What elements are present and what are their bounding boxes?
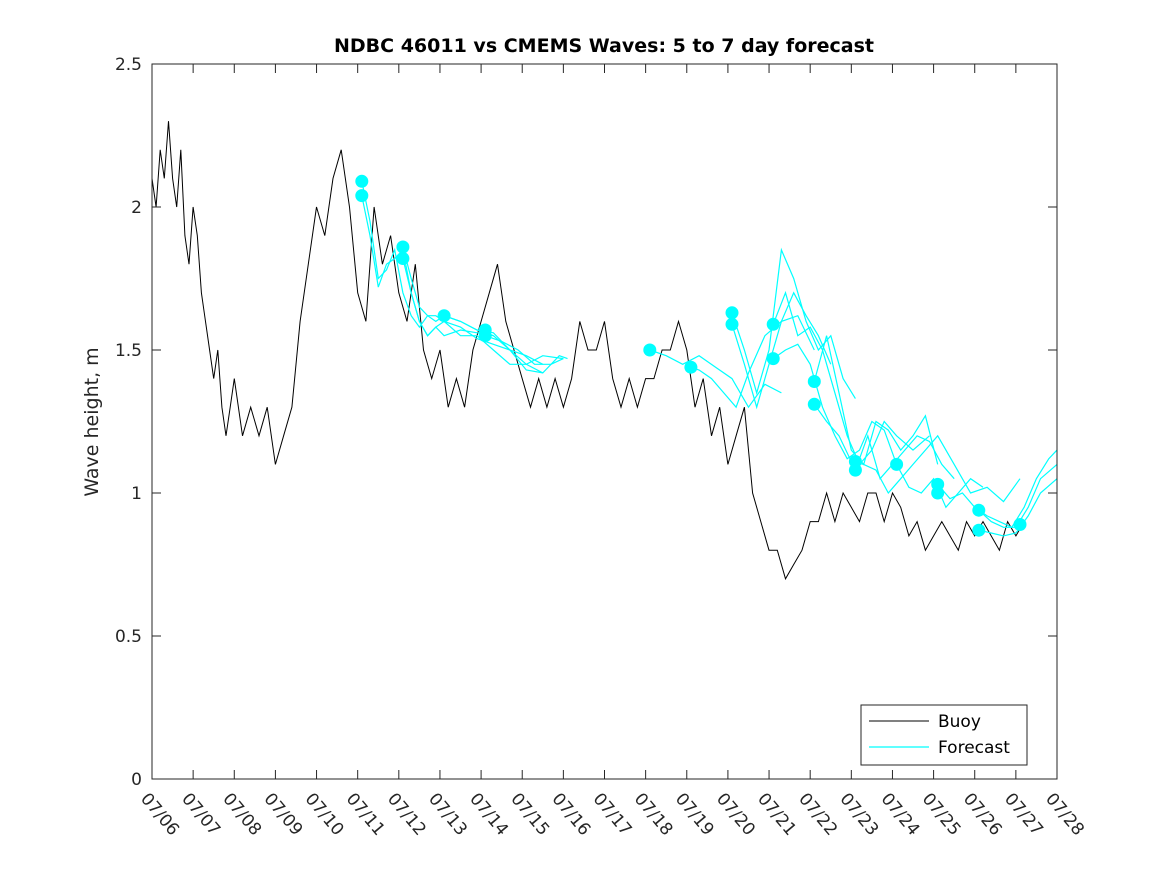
forecast-point-12 <box>766 317 780 331</box>
forecast-run-line-13 <box>813 335 939 466</box>
y-tick-label: 0.5 <box>115 627 142 647</box>
forecast-run-line-8 <box>690 314 815 409</box>
forecast-point-5 <box>437 309 451 323</box>
forecast-point-18 <box>890 457 904 471</box>
y-tick-label: 0 <box>131 770 142 790</box>
forecast-run-line-14 <box>813 403 1021 503</box>
forecast-point-17 <box>848 463 862 477</box>
plot-area <box>151 121 1058 581</box>
forecast-point-4 <box>396 252 410 265</box>
forecast-point-22 <box>972 523 986 537</box>
y-tick-label: 2 <box>131 198 142 218</box>
legend-forecast-label: Forecast <box>938 738 1010 758</box>
y-tick-label: 2.5 <box>115 55 142 75</box>
forecast-point-8 <box>643 343 657 357</box>
forecast-run-line-15 <box>854 433 955 480</box>
forecast-run-line-7 <box>649 349 782 409</box>
legend-buoy-label: Buoy <box>938 712 981 732</box>
forecast-run-line-1 <box>361 181 564 365</box>
y-axis-label: Wave height, m <box>81 347 103 496</box>
forecast-run-line-5 <box>443 315 568 374</box>
forecast-point-10 <box>725 306 739 320</box>
forecast-run-line-10 <box>731 291 832 410</box>
forecast-point-15 <box>807 397 821 411</box>
forecast-point-14 <box>807 375 821 388</box>
forecast-point-11 <box>725 317 739 331</box>
legend: Buoy Forecast <box>860 704 1028 766</box>
chart-title: NDBC 46011 vs CMEMS Waves: 5 to 7 day fo… <box>334 35 874 57</box>
y-tick-label: 1 <box>131 484 142 504</box>
forecast-run-line-17 <box>937 449 1058 529</box>
forecast-run-line-12 <box>772 343 898 465</box>
y-tick-label: 1.5 <box>115 341 142 361</box>
forecast-run-line-19 <box>978 478 1058 537</box>
forecast-point-7 <box>478 329 492 343</box>
forecast-run-line-4 <box>402 258 494 337</box>
forecast-run-line-9 <box>731 247 856 399</box>
forecast-point-9 <box>684 360 698 374</box>
forecast-point-3 <box>396 240 410 254</box>
forecast-run-line-6 <box>485 335 564 365</box>
forecast-point-23 <box>1013 518 1027 531</box>
forecast-point-21 <box>972 503 986 517</box>
forecast-point-20 <box>931 486 945 500</box>
forecast-point-13 <box>766 352 780 366</box>
legend-box <box>860 704 1028 766</box>
forecast-run-line-11 <box>772 290 930 466</box>
forecast-point-1 <box>355 174 369 188</box>
forecast-point-2 <box>355 189 369 203</box>
buoy-series-line <box>151 121 1025 581</box>
